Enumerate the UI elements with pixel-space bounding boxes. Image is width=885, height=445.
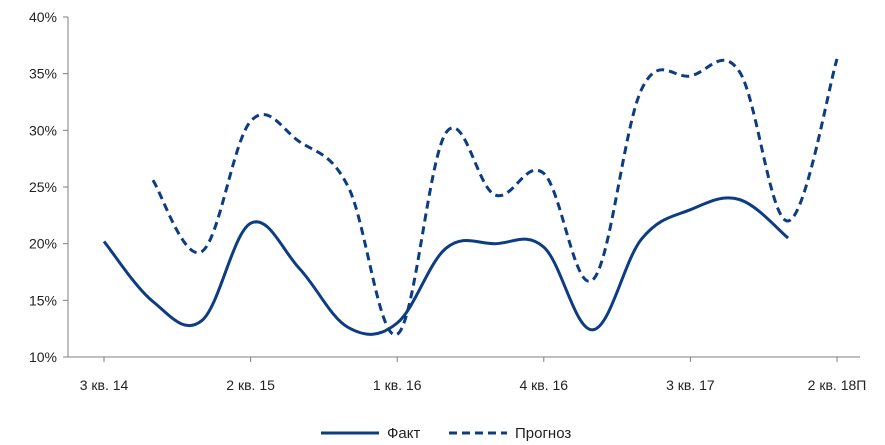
y-tick-label: 30% (29, 122, 57, 138)
x-tick-label: 4 кв. 16 (520, 377, 569, 393)
series-layer (102, 58, 839, 336)
series-line-forecast (151, 58, 839, 336)
x-axis: 3 кв. 14 2 кв. 15 1 кв. 16 4 кв. 16 3 кв. 17… (68, 356, 867, 393)
x-tick-label: 3 кв. 17 (666, 377, 715, 393)
x-tick-label: 2 кв. 18П (808, 377, 867, 393)
legend-label: Прогноз (515, 425, 571, 442)
x-tick-label: 3 кв. 14 (80, 377, 129, 393)
legend-label: Факт (387, 425, 420, 442)
x-tick-label: 1 кв. 16 (373, 377, 422, 393)
y-tick-label: 20% (29, 236, 57, 252)
y-tick-label: 35% (29, 66, 57, 82)
x-tick-label: 2 кв. 15 (226, 377, 275, 393)
y-tick-label: 10% (29, 349, 57, 365)
legend: Факт Прогноз (321, 425, 571, 442)
y-tick-label: 25% (29, 179, 57, 195)
y-axis: 10% 15% 20% 25% 30% 35% 40% (29, 9, 69, 365)
y-tick-label: 40% (29, 9, 57, 25)
y-tick-label: 15% (29, 292, 57, 308)
series-line-actual (102, 196, 790, 336)
